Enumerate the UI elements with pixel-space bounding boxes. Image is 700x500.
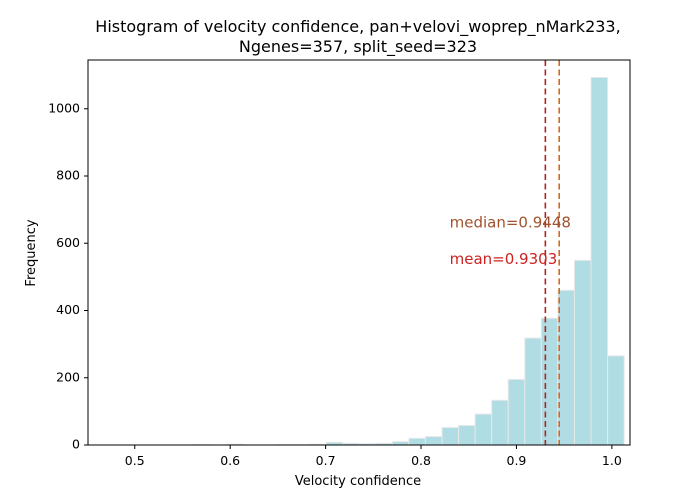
x-tick-label: 0.6	[220, 453, 240, 468]
median-annotation: median=0.9448	[450, 214, 571, 232]
mean-annotation: mean=0.9303	[450, 250, 558, 268]
y-tick-label: 1000	[48, 100, 80, 115]
x-tick-label: 1.0	[602, 453, 622, 468]
histogram-bar	[557, 289, 575, 446]
chart-title-line-1: Histogram of velocity confidence, pan+ve…	[95, 17, 620, 37]
histogram-bar	[391, 441, 410, 446]
y-tick-label: 800	[56, 168, 80, 183]
histogram-bar	[607, 355, 625, 446]
reference-lines	[544, 60, 560, 445]
histogram-bar	[441, 427, 460, 446]
y-tick-label: 0	[72, 437, 80, 452]
x-axis-label: Velocity confidence	[295, 474, 421, 489]
y-tick-label: 200	[56, 369, 80, 384]
x-tick-label: 0.8	[411, 453, 431, 468]
x-tick-label: 0.9	[507, 453, 527, 468]
histogram-bar	[507, 378, 526, 446]
histogram-bar	[424, 436, 443, 446]
histogram-bar	[524, 337, 542, 446]
y-axis-label: Frequency	[24, 219, 39, 286]
y-tick-label: 400	[56, 302, 80, 317]
histogram-bar	[573, 259, 592, 446]
histogram-bar	[458, 424, 476, 446]
chart-title-line-2: Ngenes=357, split_seed=323	[239, 37, 477, 57]
y-axis: 0 200 400 600 800 1000	[48, 100, 88, 452]
y-tick-label: 600	[56, 235, 80, 250]
plot-frame	[87, 59, 631, 446]
x-axis: 0.5 0.6 0.7 0.8 0.9 1.0	[125, 445, 622, 468]
histogram-bar	[491, 399, 509, 446]
histogram-bar	[408, 437, 426, 446]
x-tick-label: 0.5	[125, 453, 145, 468]
histogram-bar	[540, 317, 559, 446]
x-tick-label: 0.7	[316, 453, 336, 468]
annotations: median=0.9448 mean=0.9303	[450, 214, 571, 268]
histogram-bar	[590, 76, 609, 446]
histogram-bar	[474, 413, 493, 446]
